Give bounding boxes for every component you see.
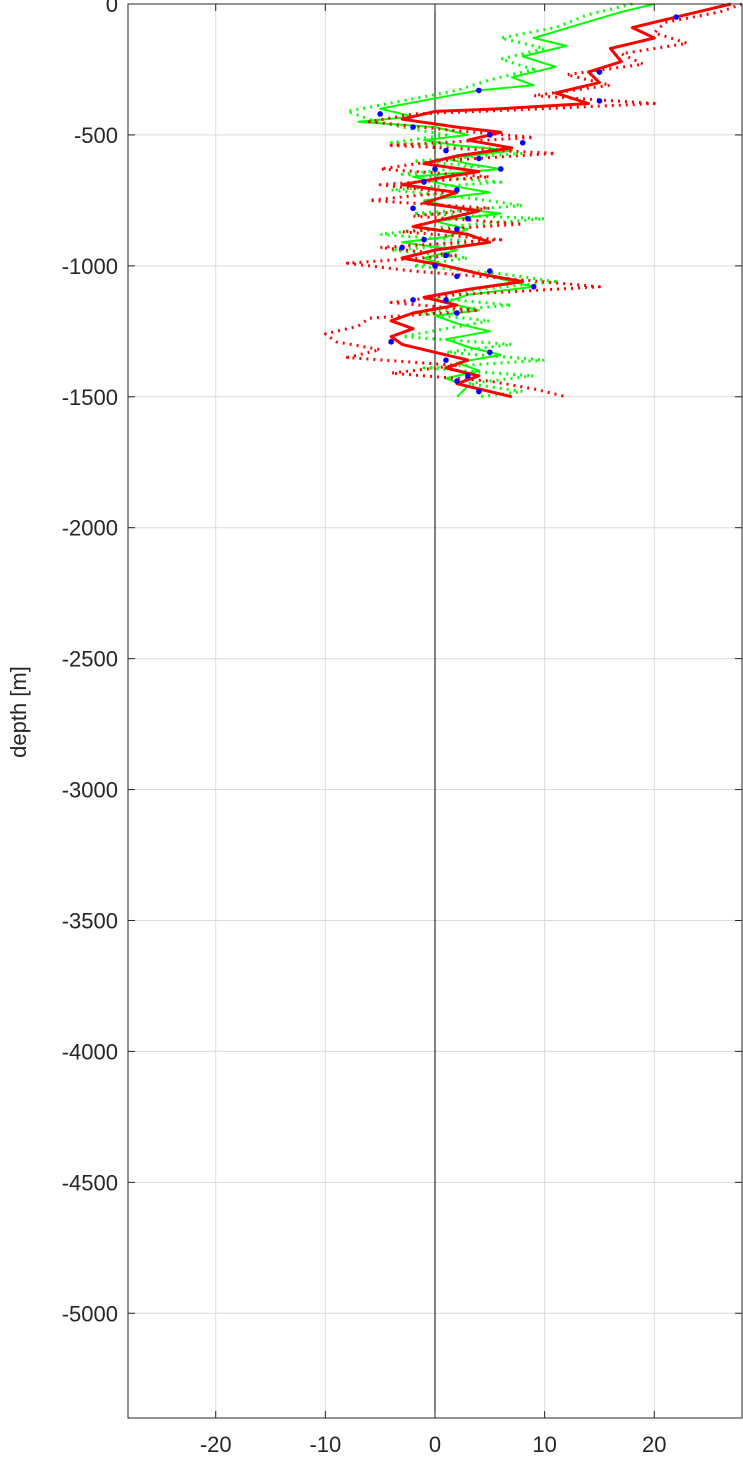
x-tick-label: 0 — [429, 1432, 441, 1457]
y-tick-label: -3500 — [62, 908, 118, 933]
x-tick-label: 20 — [642, 1432, 666, 1457]
y-axis-label: depth [m] — [6, 666, 31, 758]
data-point-marker — [530, 284, 537, 290]
data-point-marker — [421, 179, 427, 185]
y-tick-label: -2500 — [62, 647, 118, 672]
red-dotted-series-line — [323, 2, 743, 399]
data-point-marker — [497, 166, 504, 172]
data-point-marker — [443, 357, 449, 363]
x-tick-label: -20 — [200, 1432, 232, 1457]
data-point-marker — [519, 139, 526, 146]
data-point-marker — [432, 166, 438, 172]
data-point-marker — [399, 244, 405, 251]
data-point-marker — [443, 297, 449, 303]
data-point-marker — [388, 338, 394, 345]
data-point-marker — [476, 87, 482, 94]
y-tick-label: 0 — [106, 0, 118, 17]
data-point-marker — [465, 215, 471, 222]
data-point-marker — [476, 388, 482, 395]
data-point-marker — [476, 155, 482, 162]
data-point-marker — [454, 187, 460, 193]
y-tick-label: -4000 — [62, 1039, 118, 1064]
axis-ticks — [128, 3, 742, 1418]
data-point-marker — [596, 69, 603, 75]
data-point-marker — [410, 124, 416, 130]
data-point-marker — [487, 132, 493, 138]
y-tick-label: -5000 — [62, 1301, 118, 1326]
data-point-marker — [443, 252, 449, 259]
data-point-marker — [487, 349, 493, 356]
y-tick-label: -1000 — [62, 254, 118, 279]
x-tick-label: 10 — [532, 1432, 556, 1457]
data-point-marker — [673, 14, 680, 20]
red-solid-series-line — [389, 2, 732, 399]
y-tick-label: -1500 — [62, 385, 118, 410]
y-tick-label: -2000 — [62, 516, 118, 541]
data-point-marker — [465, 373, 471, 379]
y-tick-label: -4500 — [62, 1170, 118, 1195]
y-tick-label: -3000 — [62, 778, 118, 803]
data-point-marker — [421, 236, 427, 243]
data-point-marker — [454, 310, 460, 316]
data-point-marker — [454, 273, 460, 280]
data-series — [323, 2, 743, 399]
x-tick-label: -10 — [309, 1432, 341, 1457]
data-point-marker — [487, 268, 493, 274]
data-point-marker — [410, 297, 416, 303]
data-point-marker — [432, 263, 438, 269]
data-point-marker — [443, 147, 449, 154]
data-point-marker — [454, 378, 460, 384]
y-tick-label: -500 — [74, 123, 118, 148]
data-point-marker — [596, 98, 603, 104]
data-point-marker — [454, 226, 460, 232]
data-point-marker — [377, 111, 383, 117]
data-point-marker — [410, 205, 416, 212]
tick-labels: -20 -10 0 10 20 0 -500 -1000 -1500 -2000 -2500 -300… — [62, 0, 667, 1457]
